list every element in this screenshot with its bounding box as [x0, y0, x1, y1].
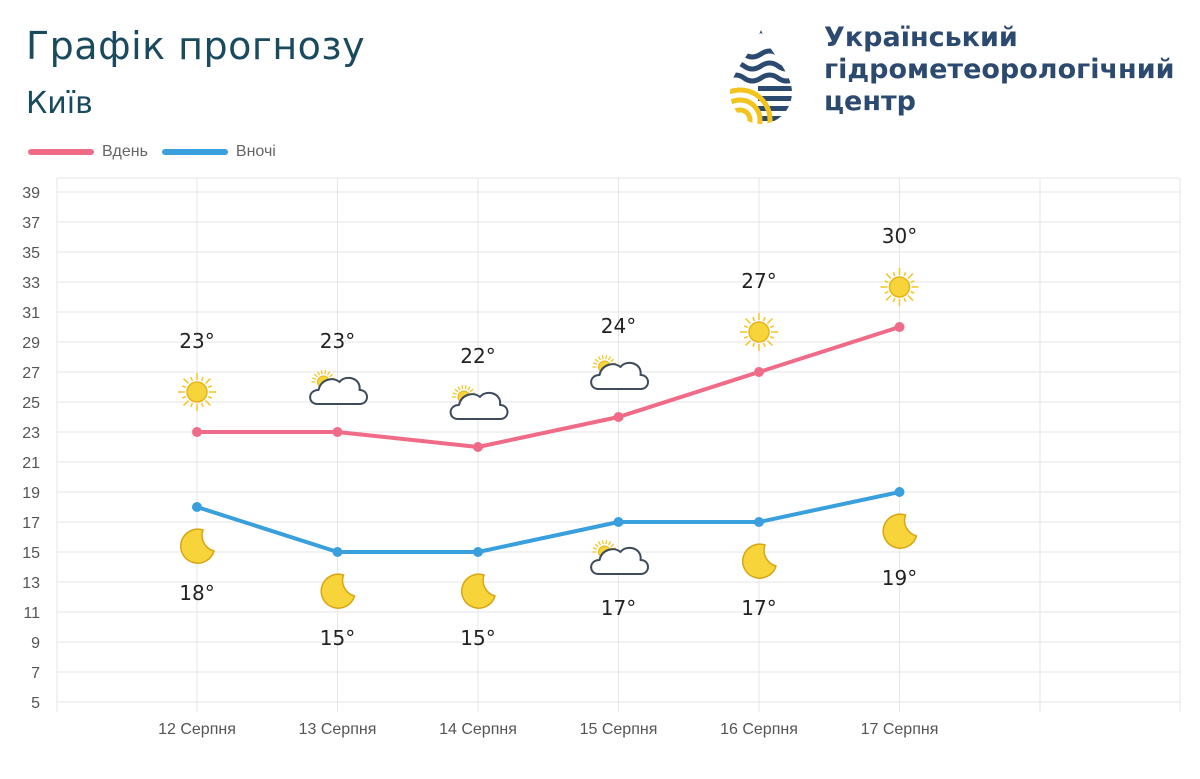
moon-icon: [742, 543, 777, 579]
y-tick-label: 33: [22, 275, 40, 292]
day-temp-label: 27°: [741, 269, 776, 293]
data-point[interactable]: [894, 322, 905, 332]
night-temp-label: 15°: [460, 626, 495, 650]
data-point[interactable]: [613, 517, 624, 527]
data-point[interactable]: [192, 427, 202, 437]
y-tick-label: 27: [22, 365, 40, 382]
sun-icon: [880, 268, 919, 306]
moon-icon: [180, 528, 215, 564]
legend-label-day: Вдень: [102, 143, 148, 160]
y-tick-label: 19: [22, 485, 40, 502]
x-tick-label: 16 Серпня: [720, 721, 798, 738]
day-temp-label: 24°: [601, 314, 636, 338]
data-point[interactable]: [613, 412, 624, 422]
y-tick-label: 35: [22, 245, 40, 262]
y-tick-label: 29: [22, 335, 40, 352]
x-tick-label: 13 Серпня: [299, 721, 377, 738]
page-title: Графік прогнозу: [26, 24, 366, 68]
day-temp-label: 30°: [882, 224, 917, 248]
sun-icon: [178, 373, 216, 411]
y-tick-label: 39: [22, 185, 40, 202]
night-temp-label: 19°: [882, 566, 917, 590]
sun-cloud-icon: [309, 370, 368, 405]
moon-icon: [882, 513, 918, 549]
data-point[interactable]: [332, 547, 343, 557]
logo-line-2: гідрометеорологічний: [824, 54, 1175, 85]
chart-legend: Вдень Вночі: [28, 140, 276, 164]
logo-text: Український гідрометеорологічний центр: [824, 22, 1175, 118]
y-tick-label: 21: [22, 455, 40, 472]
night-temp-label: 17°: [601, 596, 636, 620]
sun-icon: [740, 313, 778, 351]
legend-label-night: Вночі: [235, 143, 276, 160]
data-point[interactable]: [754, 517, 764, 527]
night-temp-label: 17°: [741, 596, 776, 620]
drop-logo-icon: [730, 30, 792, 124]
y-tick-label: 15: [22, 545, 40, 562]
night-temp-label: 18°: [179, 581, 214, 605]
data-point[interactable]: [473, 442, 483, 452]
y-tick-label: 25: [22, 395, 40, 412]
data-point[interactable]: [754, 367, 764, 377]
x-tick-label: 15 Серпня: [580, 721, 658, 738]
x-tick-label: 12 Серпня: [158, 721, 236, 738]
logo-line-3: центр: [824, 86, 916, 117]
series-line: [197, 325, 901, 449]
y-tick-label: 7: [31, 665, 40, 682]
series-day: 23° 23° 22° 24° 27° 30°: [178, 224, 919, 452]
y-tick-label: 13: [22, 575, 40, 592]
data-point[interactable]: [332, 427, 343, 437]
legend-item-night[interactable]: Вночі: [161, 143, 276, 161]
y-tick-label: 5: [31, 695, 40, 712]
logo-line-1: Український: [824, 22, 1018, 53]
y-tick-label: 9: [31, 635, 40, 652]
day-temp-label: 23°: [320, 329, 355, 353]
day-temp-label: 22°: [460, 344, 495, 368]
ugmc-logo: Український гідрометеорологічний центр: [726, 22, 1186, 132]
y-tick-label: 31: [22, 305, 40, 322]
legend-swatch-day: [28, 149, 94, 155]
data-point[interactable]: [473, 547, 483, 557]
sun-cloud-icon: [590, 355, 649, 390]
y-tick-label: 37: [22, 215, 40, 232]
series-line: [196, 490, 900, 554]
y-tick-label: 17: [22, 515, 40, 532]
legend-swatch-night: [161, 149, 228, 155]
day-temp-label: 23°: [179, 329, 214, 353]
x-tick-label: 17 Серпня: [861, 721, 939, 738]
chart-grid: [56, 177, 1181, 712]
y-tick-label: 11: [23, 605, 40, 622]
data-point[interactable]: [192, 502, 202, 512]
series-night: 18° 15° 15° 17° 17° 19°: [179, 487, 918, 650]
sun-cloud-icon: [590, 540, 649, 575]
moon-icon: [461, 573, 496, 609]
night-temp-label: 15°: [320, 626, 355, 650]
moon-icon: [320, 573, 356, 609]
sun-cloud-icon: [449, 385, 509, 420]
x-tick-label: 14 Серпня: [439, 721, 517, 738]
city-name: Київ: [26, 86, 93, 121]
data-point[interactable]: [894, 487, 905, 497]
y-tick-label: 23: [22, 425, 40, 442]
legend-item-day[interactable]: Вдень: [28, 143, 148, 161]
